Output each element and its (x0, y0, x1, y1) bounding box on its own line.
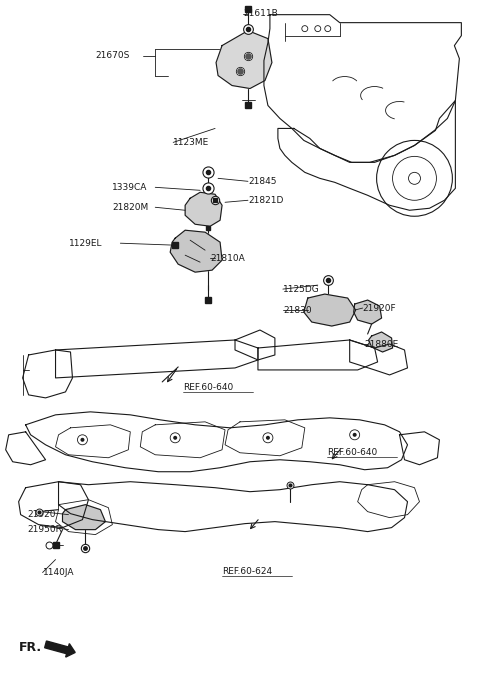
Text: 1125DG: 1125DG (283, 285, 320, 294)
Text: 21830: 21830 (283, 306, 312, 315)
Circle shape (353, 433, 357, 437)
Polygon shape (369, 332, 393, 352)
Text: 21920F: 21920F (363, 304, 396, 313)
Polygon shape (185, 193, 222, 226)
Text: REF.60-640: REF.60-640 (183, 383, 233, 393)
Text: FR.: FR. (19, 641, 42, 654)
Text: 1140JA: 1140JA (43, 568, 74, 577)
Polygon shape (304, 294, 356, 326)
Text: 21821D: 21821D (248, 196, 283, 205)
Text: 21820M: 21820M (112, 203, 149, 212)
Polygon shape (62, 504, 106, 530)
Text: 21950R: 21950R (28, 525, 62, 534)
Text: 21920: 21920 (28, 510, 56, 519)
Text: 21880E: 21880E (365, 340, 399, 349)
Circle shape (173, 436, 177, 440)
Text: 21670S: 21670S (96, 51, 130, 60)
Text: 1123ME: 1123ME (173, 138, 209, 147)
Circle shape (266, 436, 270, 440)
Polygon shape (216, 31, 272, 89)
Polygon shape (170, 231, 222, 272)
FancyArrow shape (45, 641, 75, 657)
Text: 21810A: 21810A (210, 254, 245, 262)
Text: 21845: 21845 (248, 177, 276, 186)
Text: 1339CA: 1339CA (112, 183, 148, 192)
Polygon shape (354, 300, 382, 324)
Circle shape (81, 438, 84, 442)
Text: REF.60-640: REF.60-640 (327, 448, 377, 457)
Text: 21611B: 21611B (243, 9, 278, 18)
Text: 1129EL: 1129EL (69, 239, 102, 247)
Text: REF.60-624: REF.60-624 (222, 567, 272, 576)
